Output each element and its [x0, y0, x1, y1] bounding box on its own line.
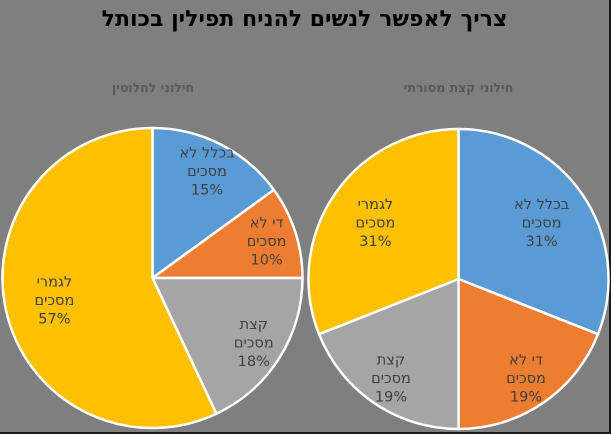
- pie-slice-label: בכלל לא: [514, 197, 569, 213]
- pie-slice-label: מסכים: [371, 371, 411, 387]
- pie-slice: [151, 126, 276, 280]
- pie-subtitle-completely-secular: חילוני לחלוטין: [111, 80, 195, 95]
- pie-slice-label: די לא: [250, 215, 284, 231]
- pie-slice-label: 19%: [375, 390, 407, 406]
- pie-panel-completely-secular: חילוני לחלוטין בכלל לא מסכים 15% די לא מסכים…: [0, 70, 306, 434]
- pie-slice: [307, 127, 460, 336]
- pie-slice-label: 10%: [250, 252, 282, 268]
- pie-slice-label: מסכים: [35, 293, 75, 309]
- pie-slice-label: מסכים: [522, 216, 562, 232]
- pie-panel-somewhat-traditional: חילוני קצת מסורתי בכלל לא מסכים 31% די לא מס…: [306, 70, 611, 434]
- pie-slice-label: קצת: [240, 317, 268, 333]
- pie-slice-label: מסכים: [356, 216, 396, 232]
- pie-slice-label: 31%: [359, 234, 391, 250]
- pie-slice-label: 18%: [238, 354, 270, 370]
- pie-slice-label: 15%: [191, 183, 223, 199]
- pie-slice-label: מסכים: [506, 371, 546, 387]
- pie-chart-somewhat-traditional: בכלל לא מסכים 31% די לא מסכים 19% קצת מסכים 19% ל…: [307, 127, 610, 431]
- pie-slice-label: די לא: [509, 353, 543, 369]
- pie-slice: [457, 277, 600, 431]
- pie-slice-label: 19%: [510, 390, 542, 406]
- pie-slice: [457, 127, 610, 336]
- pie-slice-label: מסכים: [234, 335, 274, 351]
- pie-slice-label: בכלל לא: [179, 146, 234, 162]
- pie-slice-label: לגמרי: [37, 274, 73, 290]
- pie-slice: [1, 126, 218, 430]
- pie-slice: [151, 276, 304, 415]
- pie-slice-label: מסכים: [187, 164, 227, 180]
- pie-slice: [317, 277, 460, 431]
- pie-slice-label: מסכים: [247, 234, 287, 250]
- pie-chart-completely-secular: בכלל לא מסכים 15% די לא מסכים 10% קצת מסכים 18% ל…: [1, 126, 304, 430]
- pie-slice-label: קצת: [377, 353, 405, 369]
- pie-slice-label: לגמרי: [358, 197, 394, 213]
- chart-title: צריך לאפשר לנשים להניח תפילין בכותל: [101, 7, 508, 32]
- pie-slice-label: 57%: [38, 311, 70, 327]
- pie-subtitle-somewhat-traditional: חילוני קצת מסורתי: [403, 80, 514, 95]
- pie-slice-label: 31%: [525, 234, 557, 250]
- pie-slice: [151, 188, 304, 280]
